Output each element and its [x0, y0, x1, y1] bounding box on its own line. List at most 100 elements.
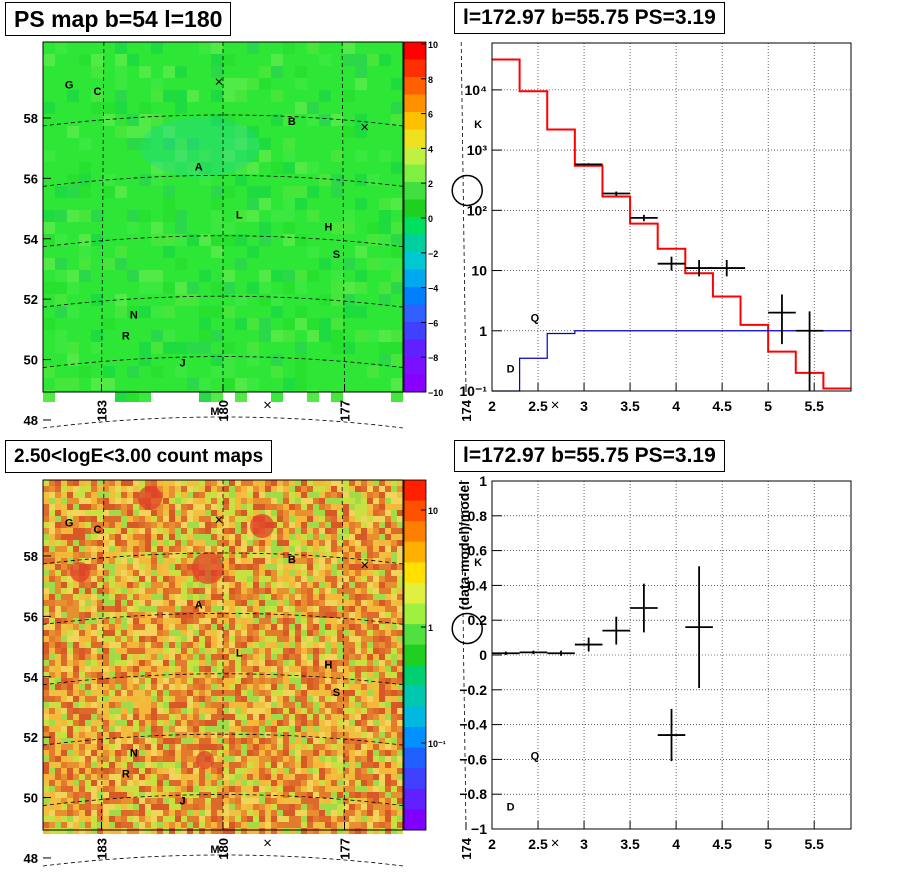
map-pixel	[319, 750, 325, 756]
map-pixel	[193, 768, 199, 774]
map-pixel	[151, 546, 157, 552]
map-pixel	[169, 720, 175, 726]
map-pixel	[181, 510, 187, 516]
map-pixel	[139, 504, 145, 510]
map-pixel	[223, 78, 235, 90]
map-pixel	[145, 588, 151, 594]
map-pixel	[229, 756, 235, 762]
map-pixel	[241, 522, 247, 528]
map-pixel	[283, 594, 289, 600]
map-pixel	[43, 708, 49, 714]
map-pixel	[85, 594, 91, 600]
map-pixel	[103, 576, 109, 582]
map-pixel	[295, 720, 301, 726]
map-pixel	[325, 504, 331, 510]
map-pixel	[349, 642, 355, 648]
map-pixel	[187, 606, 193, 612]
map-pixel	[271, 666, 277, 672]
map-pixel	[109, 714, 115, 720]
map-pixel	[277, 666, 283, 672]
map-pixel	[181, 744, 187, 750]
map-pixel	[103, 486, 109, 492]
map-pixel	[43, 630, 49, 636]
map-pixel	[187, 828, 193, 834]
map-pixel	[211, 750, 217, 756]
map-pixel	[211, 516, 217, 522]
map-pixel	[55, 234, 67, 246]
map-pixel	[319, 726, 325, 732]
map-pixel	[235, 486, 241, 492]
map-pixel	[73, 540, 79, 546]
map-pixel	[169, 678, 175, 684]
map-pixel	[163, 828, 169, 834]
colorbar-swatch	[404, 706, 426, 728]
map-pixel	[133, 480, 139, 486]
map-pixel	[349, 570, 355, 576]
map-pixel	[157, 744, 163, 750]
map-pixel	[73, 732, 79, 738]
map-pixel	[163, 798, 169, 804]
map-pixel	[229, 714, 235, 720]
map-pixel	[103, 756, 109, 762]
map-pixel	[205, 672, 211, 678]
map-pixel	[319, 756, 325, 762]
map-pixel	[337, 774, 343, 780]
map-pixel	[241, 486, 247, 492]
map-pixel	[259, 588, 265, 594]
map-pixel	[223, 822, 229, 828]
map-pixel	[139, 822, 145, 828]
map-pixel	[265, 648, 271, 654]
map-pixel	[325, 792, 331, 798]
map-pixel	[367, 618, 373, 624]
map-pixel	[79, 660, 85, 666]
map-pixel	[169, 564, 175, 570]
map-pixel	[337, 738, 343, 744]
map-pixel	[73, 528, 79, 534]
map-pixel	[265, 756, 271, 762]
map-pixel	[61, 624, 67, 630]
map-pixel	[325, 600, 331, 606]
map-pixel	[205, 654, 211, 660]
map-pixel	[295, 624, 301, 630]
map-pixel	[79, 738, 85, 744]
map-pixel	[331, 672, 337, 678]
map-pixel	[163, 696, 169, 702]
map-pixel	[301, 792, 307, 798]
map-pixel	[55, 186, 67, 198]
colorbar-swatch	[404, 339, 426, 358]
map-pixel	[367, 582, 373, 588]
map-pixel	[43, 672, 49, 678]
map-pixel	[307, 498, 313, 504]
map-pixel	[235, 528, 241, 534]
map-pixel	[151, 750, 157, 756]
map-pixel	[337, 528, 343, 534]
map-pixel	[247, 198, 259, 210]
map-pixel	[73, 504, 79, 510]
map-pixel	[271, 582, 277, 588]
map-pixel	[229, 510, 235, 516]
map-pixel	[265, 576, 271, 582]
map-pixel	[343, 744, 349, 750]
map-pixel	[349, 492, 355, 498]
map-pixel	[205, 504, 211, 510]
map-pixel	[163, 504, 169, 510]
map-pixel	[283, 624, 289, 630]
map-pixel	[385, 504, 391, 510]
map-pixel	[331, 564, 337, 570]
map-pixel	[127, 690, 133, 696]
map-pixel	[295, 504, 301, 510]
map-pixel	[325, 774, 331, 780]
map-pixel	[205, 510, 211, 516]
map-pixel	[289, 648, 295, 654]
map-pixel	[241, 600, 247, 606]
map-pixel	[43, 606, 49, 612]
map-pixel	[109, 516, 115, 522]
map-pixel	[115, 630, 121, 636]
map-pixel	[145, 738, 151, 744]
map-pixel	[205, 696, 211, 702]
map-pixel	[217, 786, 223, 792]
map-pixel	[235, 624, 241, 630]
map-pixel	[349, 516, 355, 522]
map-pixel	[91, 750, 97, 756]
map-pixel	[397, 678, 403, 684]
